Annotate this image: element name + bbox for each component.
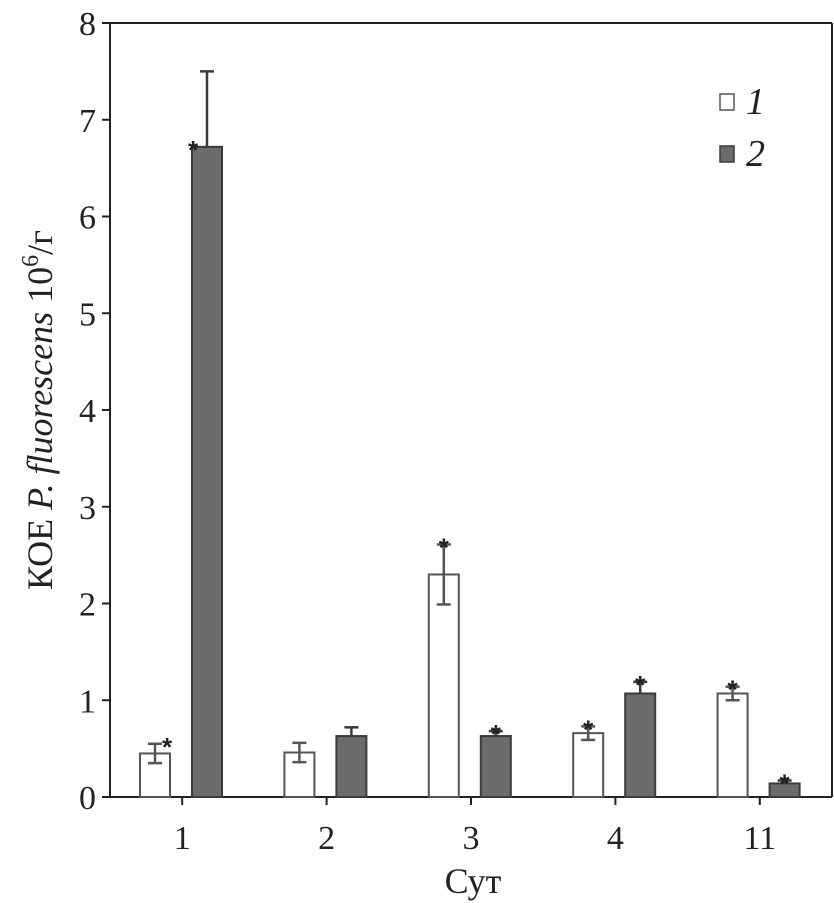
y-tick-label: 2 — [79, 587, 96, 624]
significance-star: * — [439, 532, 450, 562]
y-tick-label: 6 — [79, 200, 96, 237]
y-axis-label-exponent: 6 — [18, 255, 44, 267]
bar-series-1 — [427, 573, 460, 798]
y-axis-label-species: P. fluorescens — [20, 312, 60, 511]
legend-swatch-1 — [719, 93, 735, 111]
x-tick-label: 2 — [318, 820, 335, 857]
x-tick-label: 4 — [607, 820, 624, 857]
legend-label-1: 1 — [746, 81, 765, 123]
significance-star: * — [188, 135, 199, 165]
legend: 12 — [719, 81, 765, 175]
bar-series-2 — [191, 145, 223, 798]
significance-star: * — [728, 675, 739, 705]
x-axis-ticks: 1 2 3 4 11 — [174, 797, 776, 857]
y-axis-label: КОЕ P. fluorescens 106/г — [18, 230, 60, 590]
x-tick-label: 3 — [463, 820, 480, 857]
significance-star: * — [583, 714, 594, 744]
x-tick-label: 1 — [174, 820, 191, 857]
significance-star: * — [635, 670, 646, 700]
bar-series-1 — [716, 692, 749, 798]
bars — [139, 145, 801, 799]
y-tick-label: 8 — [79, 6, 96, 43]
error-bars — [148, 70, 792, 784]
x-axis-label: Сут — [445, 861, 502, 901]
y-tick-label: 7 — [79, 103, 96, 140]
x-tick-label: 11 — [743, 820, 776, 857]
y-axis-label-base: 10 — [20, 267, 60, 312]
legend-swatch-2 — [719, 145, 735, 163]
bar-series-2 — [624, 692, 657, 798]
significance-star: * — [162, 732, 173, 762]
significance-star: * — [780, 769, 791, 799]
y-axis-ticks: 0 1 2 3 4 5 6 7 8 — [79, 6, 110, 817]
significance-markers: * * * * * * * * — [162, 135, 791, 799]
legend-label-2: 2 — [746, 133, 765, 175]
y-tick-label: 1 — [79, 683, 96, 720]
bar-series-2 — [335, 735, 368, 798]
y-axis-label-prefix: КОЕ — [20, 510, 60, 590]
y-tick-label: 5 — [79, 296, 96, 333]
y-tick-label: 0 — [79, 780, 96, 817]
y-axis-label-unit: /г — [20, 230, 60, 255]
significance-star: * — [491, 719, 502, 749]
y-tick-label: 3 — [79, 490, 96, 527]
y-tick-label: 4 — [79, 393, 96, 430]
